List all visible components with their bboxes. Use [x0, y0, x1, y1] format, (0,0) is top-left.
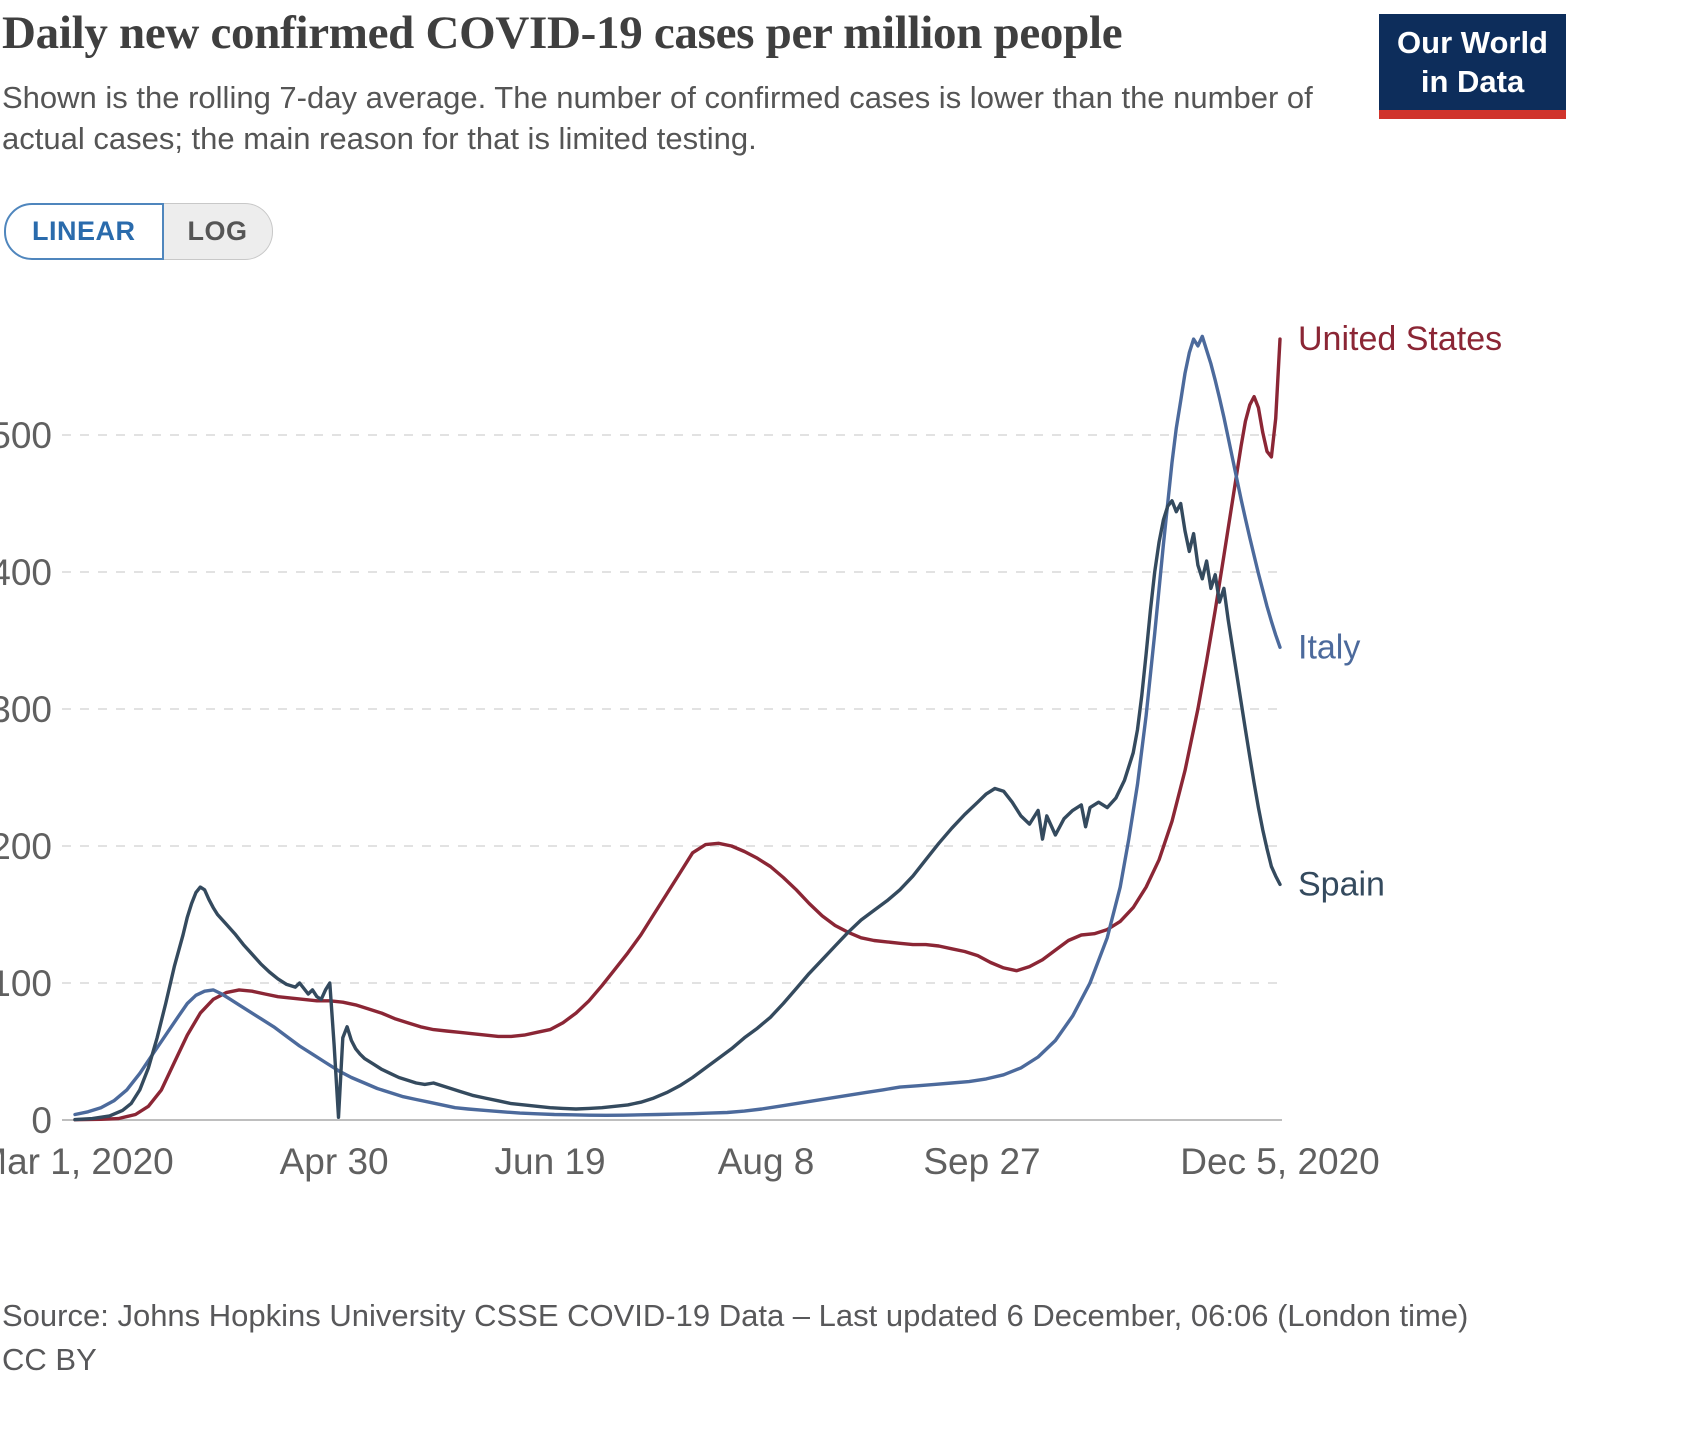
- scale-toggle: LINEAR LOG: [4, 202, 273, 260]
- chart-svg: 0 100 200 300 400 500 Mar 1, 2020 Apr 30 Jun 19 A…: [0, 320, 1502, 1182]
- subtitle-line-2: actual cases; the main reason for that i…: [2, 120, 757, 156]
- chart-subtitle: Shown is the rolling 7-day average. The …: [2, 77, 1706, 159]
- series-label-italy[interactable]: Italy: [1298, 628, 1360, 666]
- page: Daily new confirmed COVID-19 cases per m…: [0, 6, 1706, 1441]
- y-axis-tick-label: 100: [0, 963, 52, 1004]
- x-axis-tick-label: Aug 8: [718, 1141, 815, 1182]
- y-axis-tick-label: 200: [0, 826, 52, 867]
- header: Daily new confirmed COVID-19 cases per m…: [0, 6, 1706, 159]
- owid-logo[interactable]: Our World in Data: [1379, 14, 1566, 119]
- x-axis-tick-label: Apr 30: [280, 1141, 389, 1182]
- owid-logo-line2: in Data: [1420, 63, 1525, 99]
- y-axis-tick-label: 500: [0, 415, 52, 456]
- x-axis-tick-label: Dec 5, 2020: [1180, 1141, 1380, 1182]
- x-axis-tick-label: Sep 27: [923, 1141, 1040, 1182]
- subtitle-line-1: Shown is the rolling 7-day average. The …: [2, 79, 1313, 115]
- series-line-spain[interactable]: [73, 499, 1282, 1122]
- linear-toggle-button[interactable]: LINEAR: [4, 202, 164, 260]
- y-axis-tick-label: 0: [31, 1100, 52, 1141]
- series-label-united-states[interactable]: United States: [1298, 320, 1502, 358]
- series-line-united-states[interactable]: [73, 337, 1282, 1122]
- y-axis-tick-label: 300: [0, 689, 52, 730]
- series-line-italy[interactable]: [73, 334, 1282, 1117]
- owid-logo-line1: Our World: [1397, 25, 1548, 60]
- y-axis-tick-label: 400: [0, 552, 52, 593]
- series-label-spain[interactable]: Spain: [1298, 865, 1385, 903]
- x-axis-tick-label: Jun 19: [495, 1141, 606, 1182]
- source-line: Source: Johns Hopkins University CSSE CO…: [2, 1297, 1469, 1333]
- page-title: Daily new confirmed COVID-19 cases per m…: [2, 7, 1123, 59]
- x-axis-tick-label: Mar 1, 2020: [0, 1141, 174, 1182]
- log-toggle-button[interactable]: LOG: [163, 202, 273, 260]
- footer: Source: Johns Hopkins University CSSE CO…: [2, 1294, 1706, 1382]
- license-line: CC BY: [2, 1341, 97, 1377]
